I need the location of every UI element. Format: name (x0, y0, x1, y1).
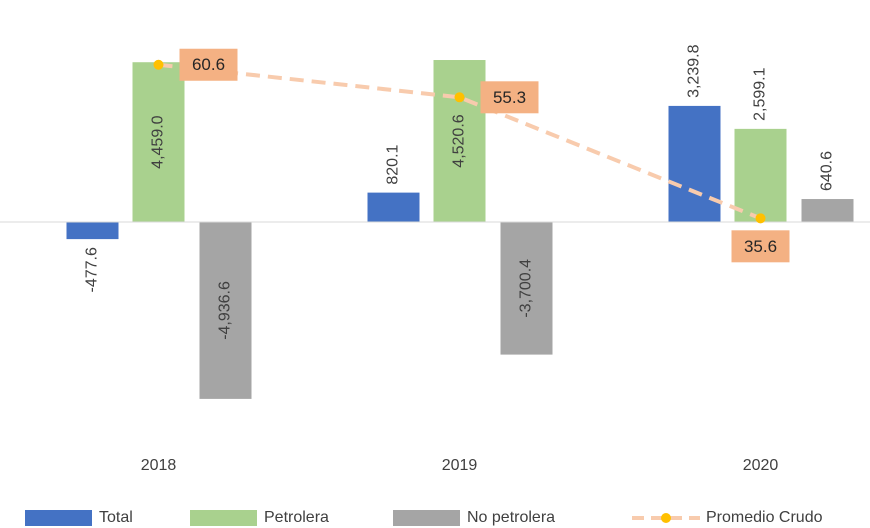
data-label: 4,520.6 (451, 114, 468, 167)
x-tick-label: 2019 (442, 457, 478, 474)
bar (66, 222, 119, 240)
data-label: 60.6 (192, 55, 225, 74)
data-label: 35.6 (744, 237, 777, 256)
x-tick-label: 2020 (743, 457, 779, 474)
data-label: -477.6 (84, 247, 101, 292)
data-label: 55.3 (493, 88, 526, 107)
data-label: 640.6 (819, 151, 836, 191)
bar (734, 128, 787, 222)
data-label-box (731, 230, 790, 263)
legend-marker (661, 513, 671, 523)
data-label-box (179, 48, 238, 81)
bar (500, 222, 553, 355)
line-marker (153, 59, 164, 70)
bar (199, 222, 252, 399)
data-label: 2,599.1 (752, 67, 769, 120)
legend-label: Petrolera (264, 509, 329, 526)
data-label: 820.1 (385, 144, 402, 184)
data-label: -3,700.4 (518, 259, 535, 318)
data-label: -4,936.6 (217, 281, 234, 340)
bar (367, 192, 420, 222)
line-marker (454, 92, 465, 103)
bar (801, 199, 854, 222)
legend-swatch (25, 510, 92, 526)
data-label: 4,459.0 (150, 115, 167, 168)
data-label: 3,239.8 (686, 44, 703, 97)
legend-label: No petrolera (467, 509, 555, 526)
data-label-box (480, 81, 539, 114)
line-marker (755, 213, 766, 224)
line (158, 62, 762, 221)
x-tick-label: 2018 (141, 457, 177, 474)
legend-label: Total (99, 509, 133, 526)
legend-swatch (393, 510, 460, 526)
bar (433, 60, 486, 222)
legend-label: Promedio Crudo (706, 509, 823, 526)
bar (132, 62, 185, 223)
bar (668, 105, 721, 222)
legend-swatch (190, 510, 257, 526)
